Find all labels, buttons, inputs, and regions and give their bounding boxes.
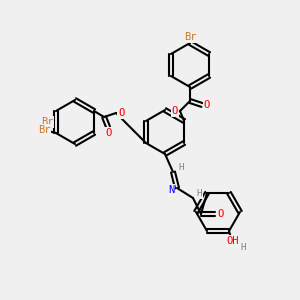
Text: O: O xyxy=(118,108,124,118)
Text: H: H xyxy=(240,243,246,252)
Text: OH: OH xyxy=(227,236,239,246)
Text: Br: Br xyxy=(184,32,196,42)
Text: O: O xyxy=(172,106,178,116)
Text: Br: Br xyxy=(41,117,53,127)
Text: Br: Br xyxy=(38,125,50,135)
Text: H: H xyxy=(196,190,202,199)
Text: O: O xyxy=(105,128,111,138)
Text: O: O xyxy=(204,100,210,110)
Text: N: N xyxy=(168,185,174,195)
Text: H: H xyxy=(178,163,184,172)
Text: O: O xyxy=(218,209,224,219)
